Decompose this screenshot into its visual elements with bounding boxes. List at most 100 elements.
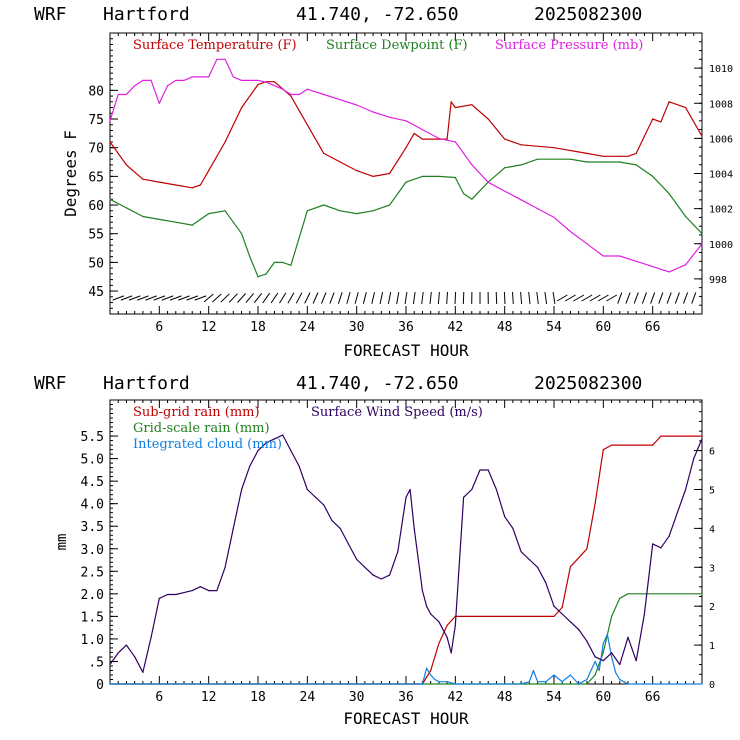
data-point — [364, 566, 366, 568]
wind-barb — [650, 292, 656, 304]
data-point — [142, 178, 144, 180]
wind-barb — [304, 292, 311, 304]
data-point — [413, 527, 415, 529]
data-point — [471, 488, 473, 491]
data-point — [372, 210, 374, 212]
y2-tick-label: 1010 — [709, 64, 733, 75]
data-point — [536, 208, 539, 210]
data-point — [208, 213, 210, 215]
data-point — [409, 488, 411, 491]
data-point — [619, 663, 621, 666]
x-tick-label: 30 — [349, 320, 365, 335]
y2-tick-label: 1004 — [709, 170, 733, 181]
data-point — [598, 669, 600, 672]
data-point — [701, 233, 703, 235]
data-point — [668, 192, 670, 195]
y-tick-label: 1.0 — [81, 633, 104, 648]
x-axis-label: FORECAST HOUR — [343, 709, 469, 728]
wind-barb — [462, 291, 465, 305]
wind-barb — [287, 292, 295, 304]
data-point — [380, 578, 382, 580]
data-point — [331, 520, 333, 522]
y2-tick-label: 2 — [709, 602, 715, 613]
data-point — [606, 633, 609, 636]
coords-label: 41.740, -72.650 — [296, 373, 459, 394]
wind-barb — [337, 292, 343, 304]
data-point — [635, 260, 637, 262]
data-point — [462, 496, 465, 498]
data-point — [578, 557, 580, 559]
wind-barb — [362, 292, 367, 304]
data-point — [701, 243, 703, 245]
wind-barb — [520, 291, 523, 305]
data-point — [421, 128, 424, 131]
wind-barb — [237, 293, 246, 303]
data-point — [158, 218, 160, 220]
x-tick-label: 66 — [645, 320, 661, 335]
y2-tick-label: 1 — [709, 641, 715, 652]
x-tick-label: 36 — [398, 690, 414, 705]
data-point — [462, 683, 465, 685]
data-point — [134, 85, 136, 87]
data-point — [536, 566, 539, 568]
data-point — [425, 605, 428, 607]
data-point — [306, 88, 308, 90]
x-tick-label: 12 — [201, 690, 217, 705]
data-point — [306, 488, 308, 491]
data-point — [569, 674, 572, 676]
data-point — [175, 79, 177, 82]
y-tick-label: 4.5 — [81, 475, 104, 490]
data-point — [388, 574, 391, 576]
data-point — [306, 210, 308, 212]
data-point — [660, 435, 662, 437]
data-point — [586, 548, 588, 550]
data-point — [158, 181, 160, 183]
data-point — [257, 79, 259, 82]
wind-barb — [137, 295, 149, 301]
data-point — [290, 95, 292, 97]
wind-barb — [245, 293, 254, 303]
data-point — [479, 469, 481, 471]
legend-temp: Surface Temperature (F) — [133, 38, 297, 53]
data-point — [216, 58, 218, 60]
wind-barb — [528, 291, 531, 305]
wind-barb — [128, 295, 141, 301]
wind-barb — [617, 292, 623, 304]
data-point — [117, 652, 119, 654]
data-point — [610, 615, 613, 617]
data-point — [191, 224, 193, 226]
data-point — [652, 444, 654, 446]
data-point — [208, 590, 210, 592]
data-point — [142, 79, 144, 82]
data-point — [454, 176, 456, 179]
data-point — [339, 527, 341, 529]
coords-label: 41.740, -72.650 — [296, 4, 459, 25]
data-point — [372, 574, 374, 576]
x-tick-label: 36 — [398, 320, 414, 335]
data-point — [561, 681, 563, 683]
data-point — [405, 181, 407, 183]
data-point — [216, 590, 218, 592]
data-point — [240, 106, 243, 109]
data-point — [438, 137, 440, 139]
x-tick-label: 60 — [596, 320, 612, 335]
x-tick-label: 18 — [250, 320, 266, 335]
wind-barb — [321, 292, 327, 304]
wind-barb — [346, 292, 351, 304]
data-point — [569, 621, 572, 623]
wind-barb — [606, 294, 618, 302]
x-tick-label: 6 — [155, 690, 163, 705]
data-point — [569, 230, 572, 233]
y-tick-label: 65 — [88, 170, 104, 185]
wind-barb — [153, 295, 166, 301]
data-point — [495, 488, 498, 491]
data-point — [142, 671, 144, 673]
data-point — [339, 210, 341, 212]
data-point — [224, 58, 226, 60]
data-point — [586, 683, 588, 685]
legend-subgrid-rain: Sub-grid rain (mm) — [133, 405, 260, 420]
data-point — [339, 99, 341, 101]
wind-barb — [495, 291, 498, 305]
data-point — [627, 593, 629, 595]
